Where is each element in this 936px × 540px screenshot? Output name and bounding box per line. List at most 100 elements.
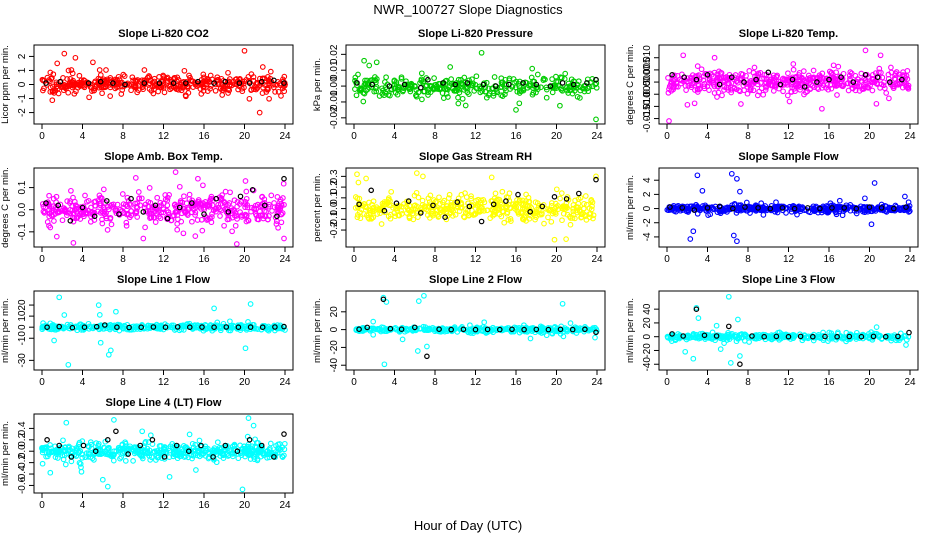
panel-5-point — [506, 190, 513, 197]
panel-9-summary-point — [822, 333, 828, 340]
panel-3-summary-point — [862, 72, 869, 78]
panel-6-summary-point — [903, 204, 909, 210]
panel-9-y-tick-label: 40 — [642, 303, 653, 315]
panel-5-summary-point — [575, 190, 582, 197]
panel-8-summary-point — [582, 326, 588, 333]
panel-1-point — [115, 73, 122, 80]
panel-4-x-tick-label: 12 — [158, 254, 170, 265]
panel-4-summary-point — [249, 187, 256, 193]
panel-5-point — [578, 214, 585, 220]
panel-8-point — [536, 326, 543, 333]
panel-1-point — [160, 84, 167, 91]
panel-2-point — [469, 82, 476, 89]
panel-3-y-tick-label: -0.015 — [642, 104, 653, 133]
panel-5-points — [352, 170, 599, 243]
panel-7-summary-point — [150, 324, 157, 330]
panel-3-point — [762, 80, 768, 87]
panel-2-point — [574, 93, 581, 100]
panel-4-point — [152, 219, 159, 225]
panel-3-point — [666, 86, 672, 92]
panel-3-summary-point — [826, 76, 832, 83]
panel-5-point — [374, 211, 381, 217]
panel-4-point — [281, 235, 287, 242]
panel-3-y-tick-label: -0.010 — [642, 92, 653, 121]
panel-9-title: Slope Line 3 Flow — [742, 274, 835, 286]
panel-6-point — [836, 197, 843, 204]
panel-8-point — [370, 331, 377, 338]
panel-3-point — [790, 66, 797, 73]
panel-4-point — [142, 224, 148, 231]
panel-4-point — [208, 219, 215, 226]
panel-7-summary-point — [138, 324, 145, 331]
panel-2-point — [352, 86, 358, 92]
panel-8-point — [370, 318, 377, 325]
panel-5-point — [429, 208, 435, 215]
panel-1-point — [69, 70, 76, 77]
panel-3-point — [886, 95, 892, 102]
panel-3-point — [758, 85, 765, 92]
panel-5-point — [458, 191, 465, 198]
panel-10-x-tick-label: 16 — [198, 500, 210, 511]
panel-5-y-tick-label: 0.2 — [329, 180, 340, 194]
panel-2-summary-point — [492, 83, 499, 89]
panel-10-point — [212, 448, 219, 455]
panel-2-point — [383, 74, 389, 81]
panel-10-point — [251, 454, 258, 460]
panel-10-point — [59, 452, 66, 459]
panel-4-point — [196, 204, 203, 210]
panel-4-point — [104, 227, 111, 233]
panel-8-y-tick-label: 20 — [329, 306, 340, 318]
panel-4-point — [48, 212, 55, 219]
panel-10-point — [273, 442, 279, 449]
panel-4-summary-point — [261, 202, 268, 209]
panel-1-point — [200, 71, 207, 78]
panel-10-point — [42, 445, 49, 452]
panel-3-point — [799, 74, 805, 81]
panel-8-summary-point — [593, 329, 599, 336]
panel-3-point — [714, 77, 720, 83]
panel-1-point — [239, 85, 245, 92]
panel-5-x-tick-label: 8 — [432, 254, 438, 265]
panel-7-summary-point — [126, 324, 132, 331]
panel-1-point — [120, 71, 127, 78]
panel-2-point — [439, 90, 446, 96]
panel-10-summary-point — [125, 451, 131, 457]
panel-3-point — [759, 75, 765, 82]
panel-6-summary-point — [804, 205, 811, 211]
panel-6-point — [699, 203, 706, 209]
panel-4-summary-point — [201, 211, 207, 217]
panel-1-point — [58, 84, 65, 91]
panel-10-point — [98, 451, 104, 458]
panel-3-summary-point — [716, 81, 723, 88]
panel-2-point — [431, 75, 437, 81]
panel-6-point — [673, 208, 679, 215]
panel-10-point — [196, 437, 203, 444]
panel-3-point — [690, 76, 697, 83]
panel-5-point — [552, 205, 559, 212]
panel-2-point — [353, 92, 360, 99]
panel-4-summary-point — [104, 198, 110, 204]
panel-5-summary-point — [478, 218, 485, 225]
panel-6-x-tick-label: 4 — [705, 254, 711, 265]
panel-10-point — [214, 439, 221, 446]
panel-5-point — [557, 195, 563, 202]
panel-5-point — [524, 203, 530, 210]
panel-3-point — [825, 86, 832, 93]
panel-3-point — [671, 76, 678, 83]
panel-4-summary-point — [91, 213, 98, 220]
panel-10-point — [160, 448, 167, 455]
panel-1-point — [160, 72, 166, 79]
panel-9-point — [791, 333, 798, 340]
panel-2-point — [533, 89, 539, 96]
panel-3-point — [891, 75, 898, 82]
panel-4-point — [243, 212, 250, 219]
panel-8-summary-point — [364, 324, 371, 331]
panel-10-point — [151, 448, 158, 455]
panel-6-point — [833, 211, 840, 218]
panel-8-point — [493, 327, 500, 334]
panel-3-point — [744, 90, 751, 97]
panel-3-summary-point — [753, 76, 759, 83]
panel-1-point — [92, 78, 99, 85]
panel-4-point — [102, 211, 108, 218]
